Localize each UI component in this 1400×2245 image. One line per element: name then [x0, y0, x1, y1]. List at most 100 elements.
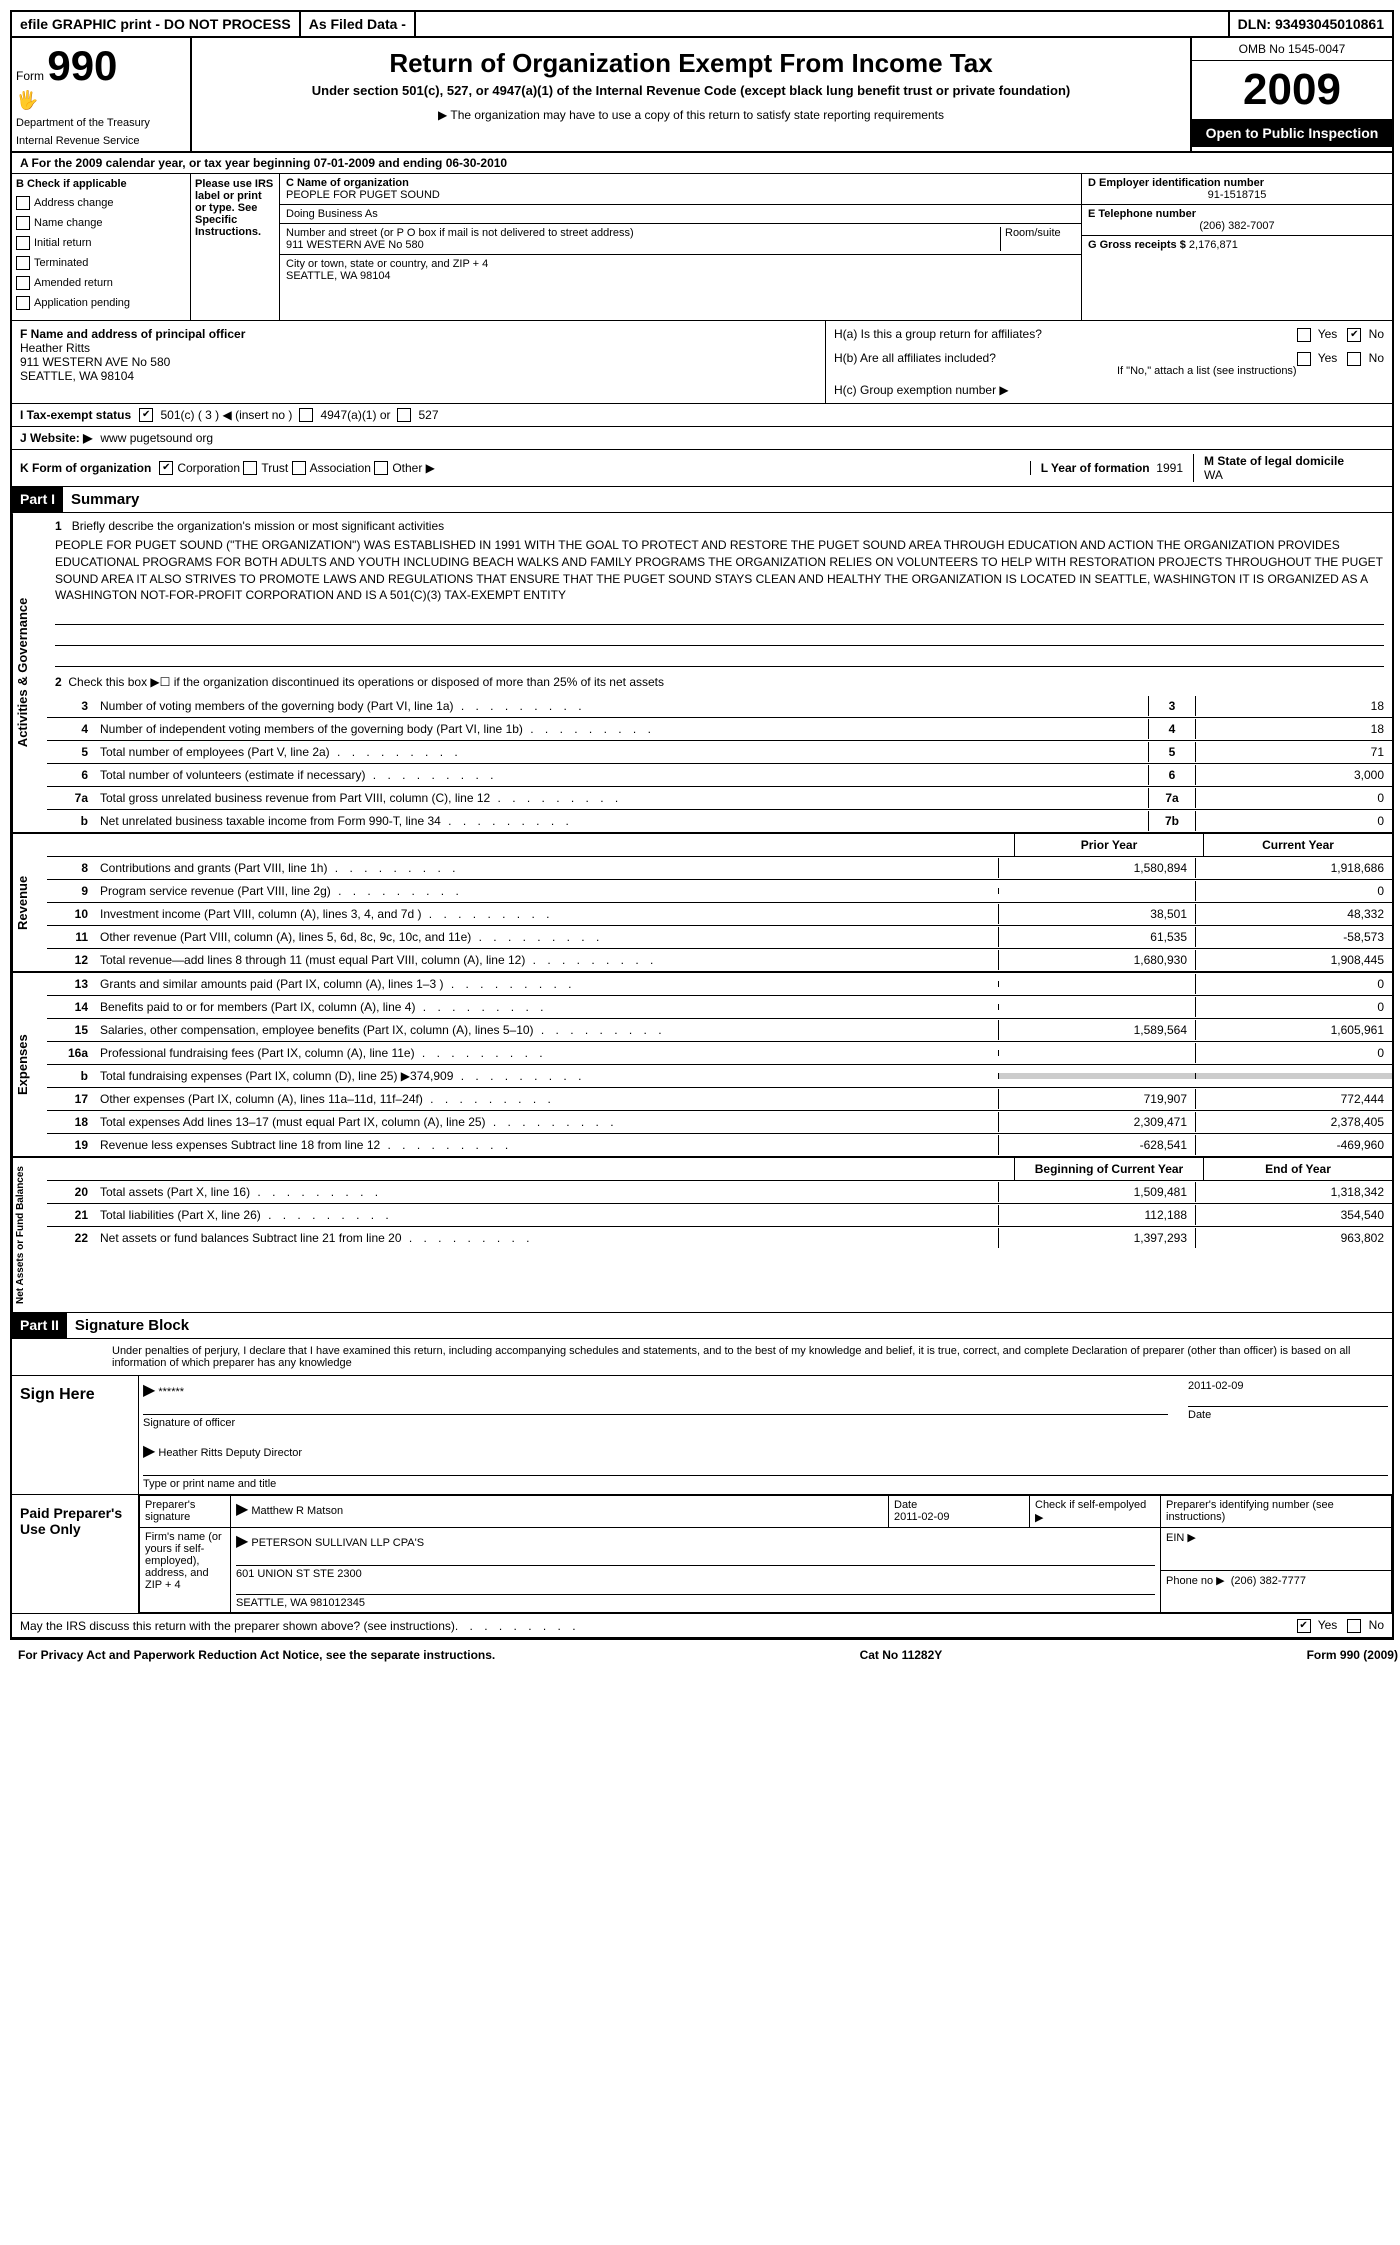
paid-preparer-row: Paid Preparer's Use Only Preparer's sign… [12, 1495, 1392, 1614]
check-pending[interactable]: Application pending [16, 296, 186, 310]
expenses-section: Expenses 13 Grants and similar amounts p… [12, 973, 1392, 1158]
revenue-col-header: Prior Year Current Year [47, 834, 1392, 857]
preparer-name: Matthew R Matson [251, 1505, 343, 1517]
telephone-value: (206) 382-7007 [1088, 220, 1386, 232]
form-number: 990 [47, 42, 117, 89]
year-box: OMB No 1545-0047 2009 Open to Public Ins… [1192, 38, 1392, 151]
omb-number: OMB No 1545-0047 [1192, 38, 1392, 61]
table-row: 8 Contributions and grants (Part VIII, l… [47, 857, 1392, 880]
discuss-row: May the IRS discuss this return with the… [12, 1614, 1392, 1638]
activities-content: 1 Briefly describe the organization's mi… [47, 513, 1392, 832]
dba-cell: Doing Business As [280, 205, 1081, 224]
part-i-header: Part I Summary [12, 487, 1392, 513]
year-formation: L Year of formation 1991 [1030, 461, 1193, 475]
check-527[interactable] [397, 408, 411, 422]
mission-block: 1 Briefly describe the organization's mi… [47, 513, 1392, 695]
column-b: B Check if applicable Address change Nam… [12, 174, 191, 320]
footer-row: For Privacy Act and Paperwork Reduction … [10, 1640, 1400, 1670]
part-ii-header: Part II Signature Block [12, 1313, 1392, 1339]
officer-addr2: SEATTLE, WA 98104 [20, 369, 817, 383]
officer-addr1: 911 WESTERN AVE No 580 [20, 355, 817, 369]
activities-governance-section: Activities & Governance 1 Briefly descri… [12, 513, 1392, 834]
gross-receipts-cell: G Gross receipts $ 2,176,871 [1082, 236, 1392, 311]
table-row: 14 Benefits paid to or for members (Part… [47, 996, 1392, 1019]
tax-year: 2009 [1192, 61, 1392, 119]
vert-revenue: Revenue [12, 834, 47, 971]
officer-name: Heather Ritts [20, 341, 817, 355]
website-value: www pugetsound org [100, 431, 213, 445]
table-row: 12 Total revenue—add lines 8 through 11 … [47, 949, 1392, 971]
column-irs-instructions: Please use IRS label or print or type. S… [191, 174, 280, 320]
hb-row: H(b) Are all affiliates included? Yes No [834, 351, 1384, 365]
telephone-cell: E Telephone number (206) 382-7007 [1082, 205, 1392, 236]
state-domicile: M State of legal domicileWA [1193, 454, 1384, 482]
table-row: 15 Salaries, other compensation, employe… [47, 1019, 1392, 1042]
form-title: Return of Organization Exempt From Incom… [198, 48, 1184, 79]
check-terminated[interactable]: Terminated [16, 256, 186, 270]
table-row: 5 Total number of employees (Part V, lin… [47, 741, 1392, 764]
section-a: A For the 2009 calendar year, or tax yea… [12, 153, 1392, 174]
row-klm: K Form of organization Corporation Trust… [12, 450, 1392, 487]
netassets-content: Beginning of Current Year End of Year 20… [47, 1158, 1392, 1312]
city-cell: City or town, state or country, and ZIP … [280, 255, 1081, 285]
firm-name: PETERSON SULLIVAN LLP CPA'S [251, 1537, 424, 1549]
check-association[interactable] [292, 461, 306, 475]
preparer-phone: (206) 382-7777 [1231, 1575, 1306, 1587]
asfiled-label: As Filed Data - [301, 12, 416, 36]
check-initial-return[interactable]: Initial return [16, 236, 186, 250]
check-trust[interactable] [243, 461, 257, 475]
expenses-content: 13 Grants and similar amounts paid (Part… [47, 973, 1392, 1156]
principal-officer: F Name and address of principal officer … [12, 321, 825, 403]
firm-addr1: 601 UNION ST STE 2300 [236, 1568, 362, 1580]
check-other[interactable] [374, 461, 388, 475]
check-corporation[interactable] [159, 461, 173, 475]
main-info-block: B Check if applicable Address change Nam… [12, 174, 1392, 321]
form-subtitle: Under section 501(c), 527, or 4947(a)(1)… [198, 83, 1184, 98]
table-row: 9 Program service revenue (Part VIII, li… [47, 880, 1392, 903]
group-return-block: H(a) Is this a group return for affiliat… [825, 321, 1392, 403]
ein-cell: D Employer identification number 91-1518… [1082, 174, 1392, 205]
city-state-zip: SEATTLE, WA 98104 [286, 270, 1075, 282]
top-bar: efile GRAPHIC print - DO NOT PROCESS As … [12, 12, 1392, 38]
org-name-cell: C Name of organization PEOPLE FOR PUGET … [280, 174, 1081, 205]
hb-note: If "No," attach a list (see instructions… [834, 365, 1384, 377]
table-row: 6 Total number of volunteers (estimate i… [47, 764, 1392, 787]
form-note: ▶ The organization may have to use a cop… [198, 108, 1184, 122]
row-j-website: J Website: ▶ www pugetsound org [12, 427, 1392, 450]
street-address: 911 WESTERN AVE No 580 [286, 239, 1000, 251]
check-501c[interactable] [139, 408, 153, 422]
col-b-header: B Check if applicable [16, 178, 186, 190]
table-row: 20 Total assets (Part X, line 16) 1,509,… [47, 1181, 1392, 1204]
form-ref: Form 990 (2009) [1307, 1648, 1398, 1662]
discuss-no[interactable] [1347, 1619, 1361, 1633]
table-row: 18 Total expenses Add lines 13–17 (must … [47, 1111, 1392, 1134]
room-suite: Room/suite [1000, 227, 1075, 251]
form-number-box: Form 990 🖐 Department of the Treasury In… [12, 38, 192, 151]
privacy-notice: For Privacy Act and Paperwork Reduction … [18, 1648, 495, 1662]
table-row: 16a Professional fundraising fees (Part … [47, 1042, 1392, 1065]
vert-expenses: Expenses [12, 973, 47, 1156]
check-address-change[interactable]: Address change [16, 196, 186, 210]
check-4947[interactable] [299, 408, 313, 422]
sign-here-row: Sign Here ▶ ****** Signature of officer … [12, 1376, 1392, 1495]
officer-print-name: Heather Ritts Deputy Director [158, 1447, 302, 1459]
ha-row: H(a) Is this a group return for affiliat… [834, 327, 1384, 341]
check-name-change[interactable]: Name change [16, 216, 186, 230]
ein-value: 91-1518715 [1088, 189, 1386, 201]
table-row: 4 Number of independent voting members o… [47, 718, 1392, 741]
dept-irs: Internal Revenue Service [16, 135, 186, 147]
check-amended[interactable]: Amended return [16, 276, 186, 290]
netassets-section: Net Assets or Fund Balances Beginning of… [12, 1158, 1392, 1313]
preparer-table: Preparer's signature ▶ Matthew R Matson … [139, 1495, 1392, 1613]
org-name: PEOPLE FOR PUGET SOUND [286, 189, 1075, 201]
form-990-container: efile GRAPHIC print - DO NOT PROCESS As … [10, 10, 1394, 1640]
discuss-yes[interactable] [1297, 1619, 1311, 1633]
netassets-col-header: Beginning of Current Year End of Year [47, 1158, 1392, 1181]
title-box: Return of Organization Exempt From Incom… [192, 38, 1192, 151]
mission-text: PEOPLE FOR PUGET SOUND ("THE ORGANIZATIO… [55, 537, 1384, 604]
revenue-section: Revenue Prior Year Current Year 8 Contri… [12, 834, 1392, 973]
dln-label: DLN: 93493045010861 [1230, 12, 1392, 36]
table-row: 21 Total liabilities (Part X, line 26) 1… [47, 1204, 1392, 1227]
fh-block: F Name and address of principal officer … [12, 321, 1392, 404]
table-row: 10 Investment income (Part VIII, column … [47, 903, 1392, 926]
